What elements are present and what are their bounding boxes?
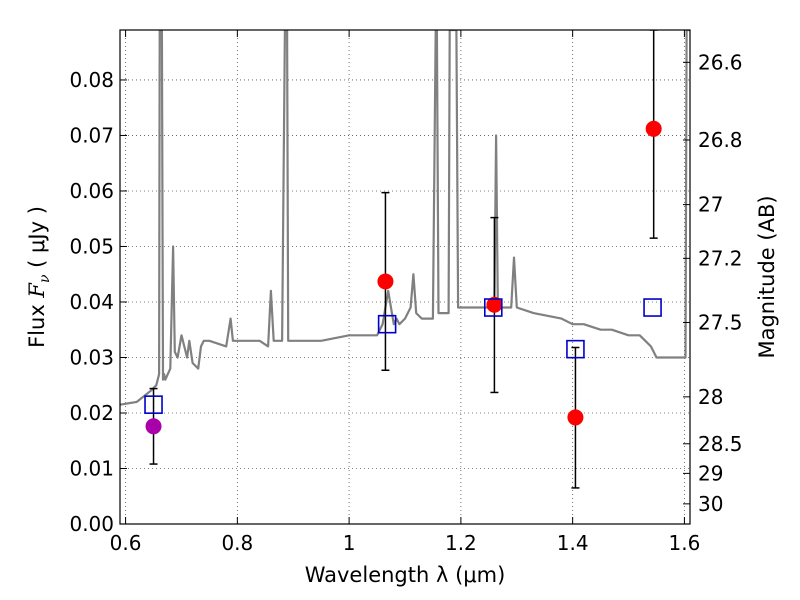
gridlines bbox=[120, 30, 690, 525]
blue-square bbox=[643, 298, 662, 317]
x-tick-label: 0.6 bbox=[110, 531, 142, 555]
y-tick-label: 0.01 bbox=[69, 456, 114, 480]
y2-tick-label: 27 bbox=[698, 193, 723, 217]
y-tick-label: 0.04 bbox=[69, 290, 114, 314]
plot-area bbox=[120, 30, 690, 489]
y-tick-label: 0.05 bbox=[69, 234, 114, 258]
blue-square bbox=[566, 339, 585, 359]
blue-square bbox=[483, 298, 503, 317]
y-tick-label: 0.06 bbox=[69, 179, 114, 203]
axes-frame bbox=[119, 29, 691, 525]
y-tick-label: 0.08 bbox=[69, 68, 114, 92]
y2-tick-label: 28 bbox=[698, 385, 723, 409]
ticks bbox=[120, 30, 690, 525]
y2-tick-label: 28.5 bbox=[698, 432, 743, 456]
x-axis-label: Wavelength λ (μm) bbox=[305, 563, 506, 587]
spectrum-line bbox=[120, 30, 690, 406]
x-tick-label: 1.2 bbox=[445, 531, 477, 555]
x-tick-label: 0.8 bbox=[221, 531, 253, 555]
magenta-point bbox=[145, 418, 162, 435]
tick-labels: 0.6 0.8 1 1.2 1.4 1.6 0.00 0.01 0.02 0.03 0.04 0.05… bbox=[69, 50, 742, 555]
y-tick-label: 0.07 bbox=[69, 123, 114, 147]
y2-tick-label: 29 bbox=[698, 461, 723, 485]
red-point bbox=[567, 409, 584, 426]
red-point bbox=[377, 273, 394, 290]
blue-square bbox=[377, 314, 397, 334]
x-tick-label: 1.4 bbox=[557, 531, 589, 555]
y2-tick-label: 30 bbox=[698, 492, 723, 516]
blue-square bbox=[144, 395, 163, 414]
y2-tick-label: 26.8 bbox=[698, 128, 743, 152]
y-tick-label: 0.00 bbox=[69, 512, 114, 536]
y2-tick-label: 27.2 bbox=[698, 246, 743, 270]
red-point bbox=[645, 120, 662, 137]
x-tick-label: 1.6 bbox=[669, 531, 701, 555]
y2-tick-label: 26.6 bbox=[698, 50, 743, 74]
y2-tick-label: 27.5 bbox=[698, 310, 743, 334]
y-tick-label: 0.03 bbox=[69, 345, 114, 369]
y-tick-label: 0.02 bbox=[69, 401, 114, 425]
y-axis-label: Flux Fν ( μJy ) bbox=[25, 206, 53, 348]
x-tick-label: 1 bbox=[343, 531, 356, 555]
y2-axis-label: Magnitude (AB) bbox=[755, 195, 779, 358]
